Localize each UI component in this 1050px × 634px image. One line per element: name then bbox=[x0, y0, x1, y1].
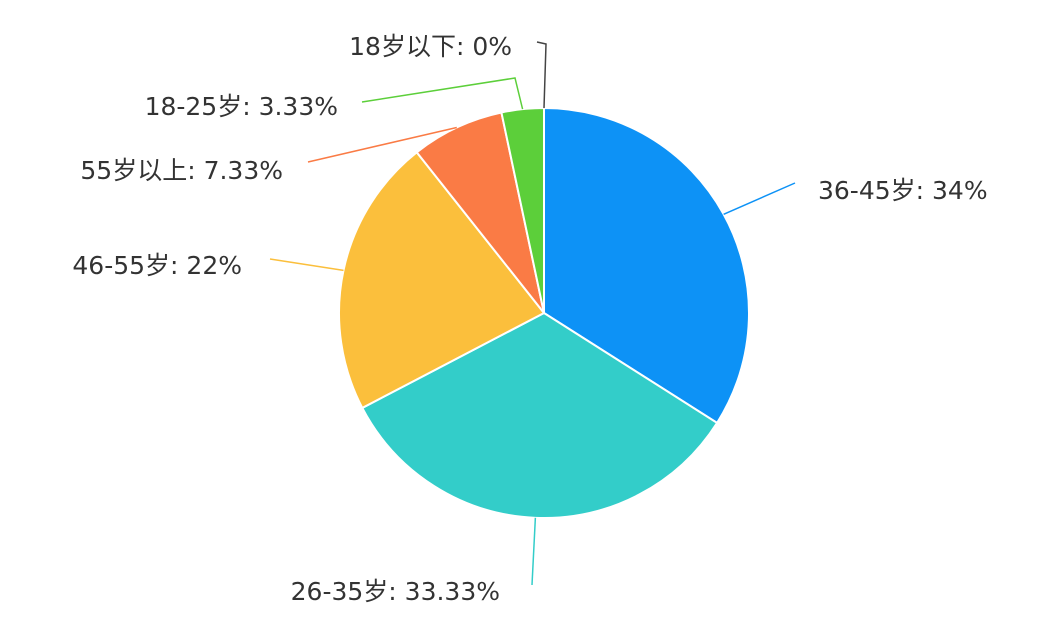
leader-line bbox=[307, 126, 457, 163]
leader-line bbox=[536, 41, 547, 109]
slice-label: 18岁以下: 0% bbox=[349, 32, 512, 61]
slice-label: 55岁以上: 7.33% bbox=[80, 156, 283, 185]
slice-label: 36-45岁: 34% bbox=[818, 176, 988, 205]
slice-label: 46-55岁: 22% bbox=[72, 251, 242, 280]
leader-line bbox=[531, 517, 537, 586]
leader-line bbox=[723, 182, 796, 215]
leader-line bbox=[361, 77, 524, 110]
leader-line bbox=[269, 258, 344, 272]
slice-label: 18-25岁: 3.33% bbox=[145, 92, 338, 121]
slice-label: 26-35岁: 33.33% bbox=[291, 577, 500, 606]
pie-slice bbox=[360, 311, 719, 519]
pie-slice bbox=[543, 106, 750, 425]
